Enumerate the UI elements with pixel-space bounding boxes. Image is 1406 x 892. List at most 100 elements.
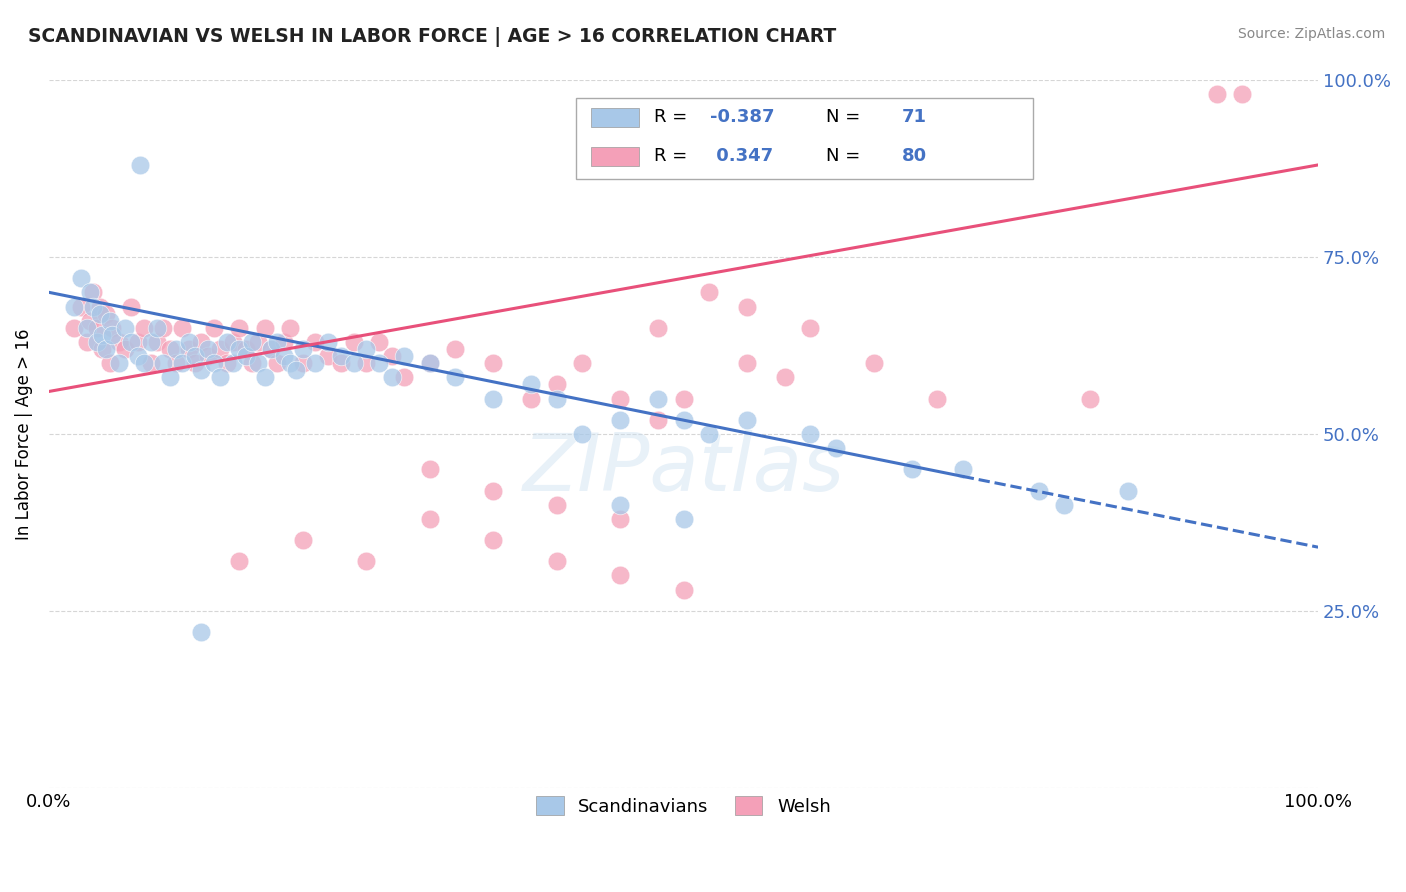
Point — [520, 392, 543, 406]
Text: N =: N = — [825, 147, 866, 165]
Point — [824, 441, 846, 455]
Point — [127, 334, 149, 349]
Point — [197, 349, 219, 363]
Point — [482, 533, 505, 547]
Point — [609, 498, 631, 512]
Point — [89, 307, 111, 321]
Point — [190, 334, 212, 349]
Point — [139, 334, 162, 349]
Point — [356, 554, 378, 568]
Point — [152, 320, 174, 334]
Point — [209, 370, 232, 384]
Text: SCANDINAVIAN VS WELSH IN LABOR FORCE | AGE > 16 CORRELATION CHART: SCANDINAVIAN VS WELSH IN LABOR FORCE | A… — [28, 27, 837, 46]
Point — [222, 356, 245, 370]
Point — [79, 313, 101, 327]
Point — [215, 334, 238, 349]
Point — [146, 320, 169, 334]
Point — [927, 392, 949, 406]
Point — [86, 320, 108, 334]
Point — [546, 377, 568, 392]
Point — [356, 342, 378, 356]
Point — [121, 300, 143, 314]
Point — [172, 356, 194, 370]
Point — [139, 356, 162, 370]
Point — [697, 426, 720, 441]
Point — [165, 342, 187, 356]
FancyBboxPatch shape — [591, 146, 640, 166]
Point — [863, 356, 886, 370]
Point — [672, 392, 695, 406]
Point — [901, 462, 924, 476]
Point — [121, 334, 143, 349]
Point — [202, 320, 225, 334]
Legend: Scandinavians, Welsh: Scandinavians, Welsh — [527, 788, 839, 825]
Point — [672, 512, 695, 526]
Point — [1205, 87, 1227, 102]
Point — [278, 356, 301, 370]
Point — [368, 356, 391, 370]
Point — [228, 342, 250, 356]
Point — [165, 356, 187, 370]
Point — [952, 462, 974, 476]
Point — [76, 320, 98, 334]
Point — [266, 334, 288, 349]
Point — [647, 413, 669, 427]
Point — [304, 356, 326, 370]
Point — [184, 356, 207, 370]
Point — [129, 158, 152, 172]
Point — [222, 334, 245, 349]
Point — [329, 356, 352, 370]
Point — [278, 320, 301, 334]
Point — [1028, 483, 1050, 498]
Point — [114, 342, 136, 356]
Text: ZIPatlas: ZIPatlas — [523, 430, 845, 508]
Point — [381, 370, 404, 384]
Point — [260, 342, 283, 356]
Point — [381, 349, 404, 363]
Point — [1230, 87, 1253, 102]
Point — [735, 413, 758, 427]
Text: 0.347: 0.347 — [710, 147, 773, 165]
Point — [571, 426, 593, 441]
Point — [159, 342, 181, 356]
Point — [69, 271, 91, 285]
Point — [273, 349, 295, 363]
Point — [291, 342, 314, 356]
Text: -0.387: -0.387 — [710, 109, 775, 127]
Point — [235, 342, 257, 356]
Point — [419, 356, 441, 370]
Point — [114, 320, 136, 334]
Point — [609, 512, 631, 526]
Point — [89, 300, 111, 314]
Point — [235, 349, 257, 363]
Point — [520, 377, 543, 392]
Point — [482, 392, 505, 406]
Point — [799, 320, 821, 334]
Point — [316, 349, 339, 363]
Point — [609, 568, 631, 582]
Point — [228, 320, 250, 334]
Point — [76, 334, 98, 349]
Point — [419, 356, 441, 370]
Point — [253, 370, 276, 384]
Point — [202, 356, 225, 370]
Text: N =: N = — [825, 109, 866, 127]
Text: R =: R = — [654, 147, 693, 165]
Point — [394, 370, 416, 384]
Point — [1116, 483, 1139, 498]
Point — [304, 334, 326, 349]
Point — [546, 554, 568, 568]
Point — [444, 342, 467, 356]
Point — [134, 320, 156, 334]
Point — [91, 342, 114, 356]
Point — [69, 300, 91, 314]
Text: R =: R = — [654, 109, 693, 127]
Point — [1053, 498, 1076, 512]
Point — [342, 334, 364, 349]
Point — [107, 356, 129, 370]
Point — [546, 498, 568, 512]
Point — [482, 356, 505, 370]
Y-axis label: In Labor Force | Age > 16: In Labor Force | Age > 16 — [15, 328, 32, 540]
Point — [240, 356, 263, 370]
Point — [247, 356, 270, 370]
